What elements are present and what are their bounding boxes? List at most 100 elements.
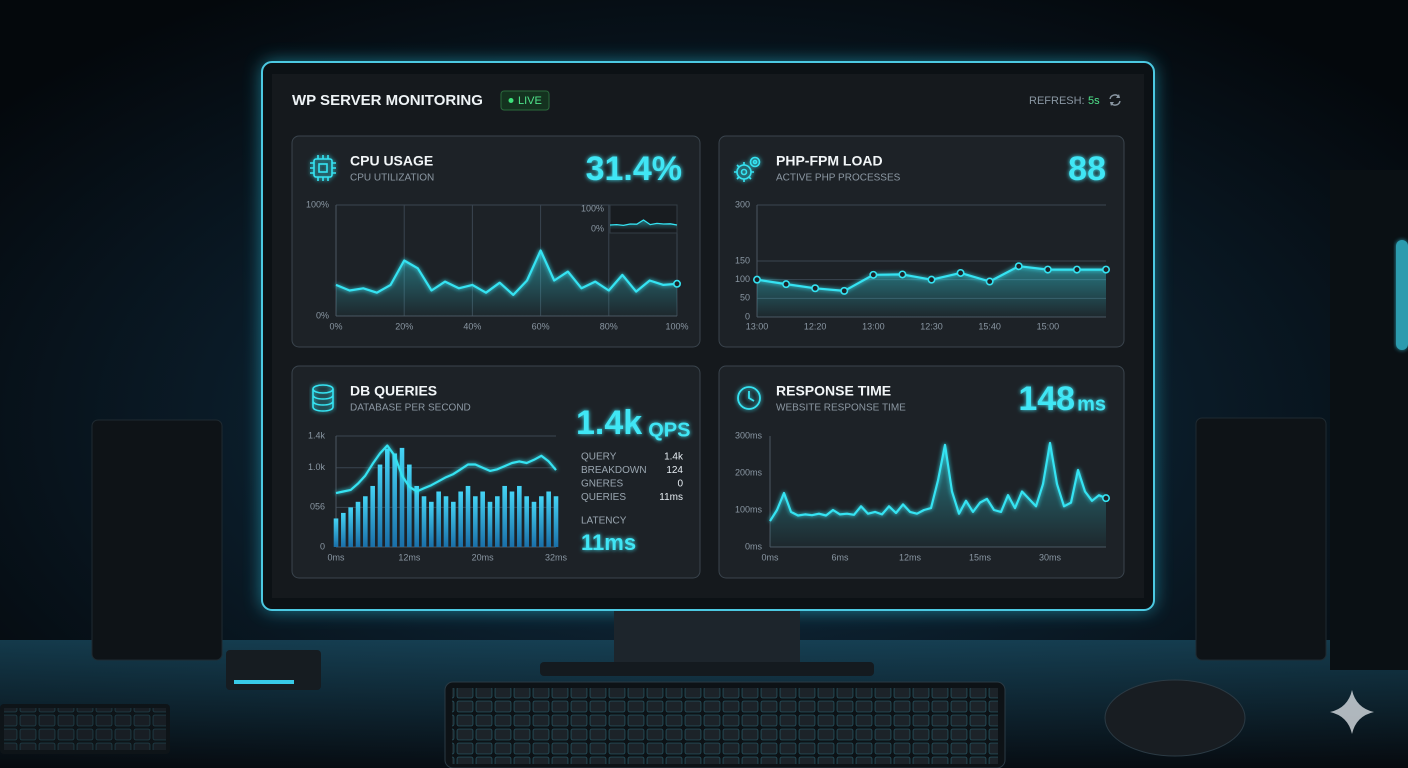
headline-value: 148 [1018,380,1075,418]
bar [436,491,441,547]
bar [363,496,368,547]
area [757,266,1106,317]
latency-value: 11ms [581,530,636,555]
latency-label: LATENCY [581,516,627,527]
x-tick-label: 30ms [1039,552,1062,562]
point [1072,265,1081,274]
x-tick-label: 80% [600,321,618,331]
y-tick-label: 100% [306,199,329,209]
point [898,270,907,279]
tower [1330,170,1408,670]
x-tick-label: 60% [532,321,550,331]
dashboard-title: WP SERVER MONITORING [292,92,483,109]
live-status: LIVE [518,95,542,107]
panel-subtitle: DATABASE PER SECOND [350,403,471,414]
y-tick-label: 100ms [735,504,763,514]
bar [385,448,390,547]
live-dot [508,98,514,103]
bar [370,485,375,547]
x-tick-label: 0% [329,321,342,331]
bar [458,491,463,547]
headline-unit: QPS [648,419,690,441]
bar [392,453,397,547]
headline-unit: ms [1077,393,1106,415]
keyboard-left-keys [4,708,166,750]
stat-value: 0 [677,479,683,490]
tower-light [1396,240,1408,350]
monitor-stand [614,610,800,670]
bar [341,512,346,547]
mouse [1104,679,1246,757]
y-tick-label: 100 [735,274,750,284]
stat-value: 1.4k [664,452,684,463]
icon-cpu [310,155,336,181]
bar [495,496,500,547]
x-tick-label: 15:00 [1037,321,1060,331]
y-tick-label: 300 [735,199,750,209]
y-tick-label: 200ms [735,467,763,477]
inset-tick-label: 0% [591,223,604,233]
headline-value: 31.4% [586,150,682,188]
panel-subtitle: CPU UTILIZATION [350,173,434,184]
bar [531,501,537,547]
bar [517,485,522,547]
y-tick-label: 50 [740,293,750,303]
y-tick-label: 0ms [745,541,763,551]
bar [524,496,529,547]
panel-title: DB QUERIES [350,383,437,399]
x-tick-label: 0ms [761,552,779,562]
line [335,249,678,296]
point [840,286,849,295]
bar [348,507,353,547]
y-tick-label: 056 [310,502,325,512]
stat-value: 11ms [659,492,683,503]
bar [487,501,493,547]
bar [502,485,507,547]
x-tick-label: 0ms [327,552,345,562]
line [335,444,557,495]
area [336,250,677,316]
bar [429,501,434,547]
point [782,280,791,289]
x-tick-label: 40% [463,321,481,331]
live-badge [500,90,550,111]
refresh-value: 5s [1088,95,1100,107]
headline-value: 1.4k [576,404,642,442]
bar [355,501,361,547]
headline-value: 88 [1068,150,1106,188]
point [752,275,761,284]
panel-title: CPU USAGE [350,153,433,169]
x-tick-label: 20% [395,321,413,331]
y-tick-label: 0% [316,310,329,320]
y-tick-label: 1.4k [308,430,326,440]
y-tick-label: 0 [745,311,750,321]
speaker-right [1195,417,1327,661]
chart-2: DB QUERIES DATABASE PER SECOND 1.4k QPS 0 056… [308,383,690,563]
x-tick-label: 32ms [545,552,568,562]
x-tick-label: 15:40 [978,321,1001,331]
line [769,441,1107,522]
inset-area [610,220,677,229]
refresh-button[interactable] [1109,94,1121,106]
x-tick-label: 6ms [831,552,849,562]
inset-line [609,219,678,227]
x-tick-label: 100% [665,321,688,331]
bar [539,496,544,547]
x-tick-label: 13:00 [862,321,885,331]
refresh-label: REFRESH: [1029,95,1085,107]
sparkle [1330,690,1374,734]
panel-title: PHP-FPM LOAD [776,153,883,169]
icon-gear [734,156,761,182]
point [1014,262,1023,271]
device-light [234,680,294,684]
point [811,284,820,293]
monitor-base [540,662,874,676]
x-tick-label: 15ms [969,552,992,562]
x-tick-label: 12ms [899,552,922,562]
point [1102,265,1111,274]
bar [333,518,339,547]
stat-label: GNERES [581,479,624,490]
bar [399,447,405,547]
area [770,443,1106,547]
